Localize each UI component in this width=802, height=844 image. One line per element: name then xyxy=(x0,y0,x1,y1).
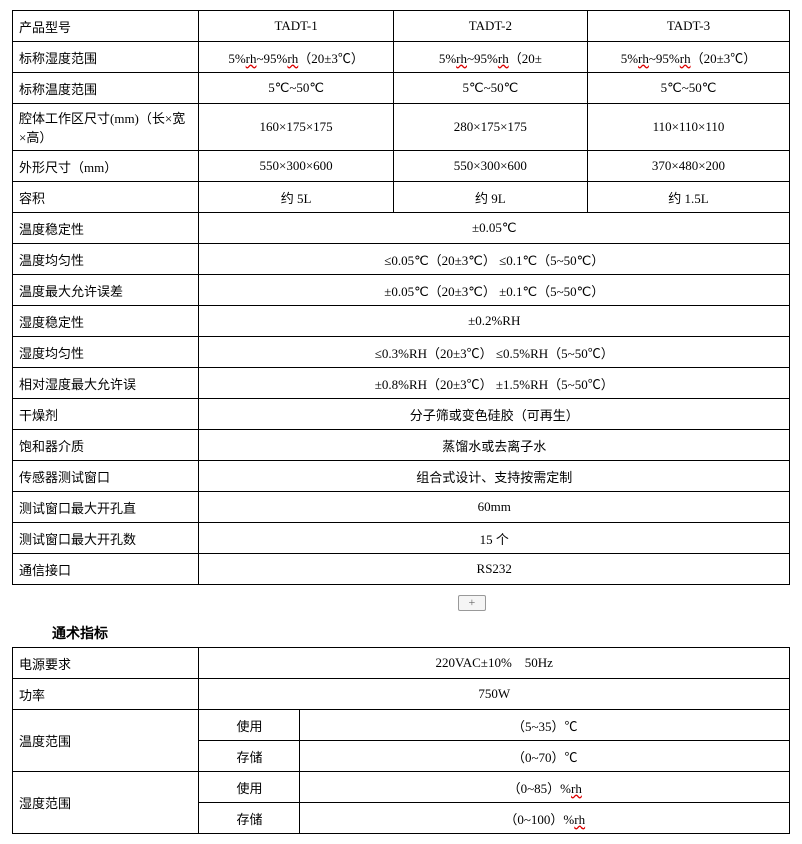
row-value: 110×110×110 xyxy=(587,104,789,151)
header-label: 产品型号 xyxy=(13,11,199,42)
row-value: 160×175×175 xyxy=(199,104,393,151)
row-label: 传感器测试窗口 xyxy=(13,461,199,492)
row-label: 通信接口 xyxy=(13,554,199,585)
sub-value: （5~35）℃ xyxy=(300,710,790,741)
row-value-merged: RS232 xyxy=(199,554,790,585)
sub-value: （0~70）℃ xyxy=(300,741,790,772)
row-value: 约 5L xyxy=(199,182,393,213)
sub-label: 存储 xyxy=(199,741,300,772)
sub-value: （0~85）%rh xyxy=(300,772,790,803)
row-value: 5℃~50℃ xyxy=(393,73,587,104)
row-label: 电源要求 xyxy=(13,648,199,679)
row-value-merged: 组合式设计、支持按需定制 xyxy=(199,461,790,492)
row-value-merged: ±0.2%RH xyxy=(199,306,790,337)
row-label: 温度均匀性 xyxy=(13,244,199,275)
row-label: 温度最大允许误差 xyxy=(13,275,199,306)
row-label: 饱和器介质 xyxy=(13,430,199,461)
row-value: 约 1.5L xyxy=(587,182,789,213)
row-label: 相对湿度最大允许误 xyxy=(13,368,199,399)
row-value: 5℃~50℃ xyxy=(199,73,393,104)
row-value: 5%rh~95%rh（20± xyxy=(393,42,587,73)
sub-value: （0~100）%rh xyxy=(300,803,790,834)
row-label: 干燥剂 xyxy=(13,399,199,430)
spec-table-1: 产品型号TADT-1TADT-2TADT-3标称湿度范围5%rh~95%rh（2… xyxy=(12,10,790,585)
add-row-button[interactable]: + xyxy=(458,595,486,611)
row-value-merged: ±0.8%RH（20±3℃） ±1.5%RH（5~50℃） xyxy=(199,368,790,399)
sub-label: 存储 xyxy=(199,803,300,834)
row-label: 标称温度范围 xyxy=(13,73,199,104)
row-value-merged: 60mm xyxy=(199,492,790,523)
row-label: 湿度均匀性 xyxy=(13,337,199,368)
row-value: 5%rh~95%rh（20±3℃） xyxy=(199,42,393,73)
row-label: 标称湿度范围 xyxy=(13,42,199,73)
row-value-merged: ±0.05℃ xyxy=(199,213,790,244)
row-value: 550×300×600 xyxy=(393,151,587,182)
row-label: 功率 xyxy=(13,679,199,710)
row-value-merged: ≤0.3%RH（20±3℃） ≤0.5%RH（5~50℃） xyxy=(199,337,790,368)
row-label: 外形尺寸（mm） xyxy=(13,151,199,182)
row-label: 温度范围 xyxy=(13,710,199,772)
section-title-general: 通术指标 xyxy=(12,617,790,647)
row-value: 5℃~50℃ xyxy=(587,73,789,104)
row-value: 370×480×200 xyxy=(587,151,789,182)
row-value: 5%rh~95%rh（20±3℃） xyxy=(587,42,789,73)
header-model: TADT-2 xyxy=(393,11,587,42)
row-value-merged: 15 个 xyxy=(199,523,790,554)
row-value-merged: ≤0.05℃（20±3℃） ≤0.1℃（5~50℃） xyxy=(199,244,790,275)
row-label: 腔体工作区尺寸(mm)（长×宽×高） xyxy=(13,104,199,151)
row-value: 约 9L xyxy=(393,182,587,213)
row-label: 测试窗口最大开孔直 xyxy=(13,492,199,523)
row-value: 550×300×600 xyxy=(199,151,393,182)
row-label: 温度稳定性 xyxy=(13,213,199,244)
row-value-merged: 220VAC±10% 50Hz xyxy=(199,648,790,679)
row-label: 湿度范围 xyxy=(13,772,199,834)
spec-table-2: 电源要求220VAC±10% 50Hz功率750W温度范围使用（5~35）℃存储… xyxy=(12,647,790,834)
row-label: 湿度稳定性 xyxy=(13,306,199,337)
row-value-merged: 750W xyxy=(199,679,790,710)
header-model: TADT-3 xyxy=(587,11,789,42)
row-value-merged: 分子筛或变色硅胶（可再生） xyxy=(199,399,790,430)
row-label: 容积 xyxy=(13,182,199,213)
header-model: TADT-1 xyxy=(199,11,393,42)
row-value-merged: ±0.05℃（20±3℃） ±0.1℃（5~50℃） xyxy=(199,275,790,306)
row-label: 测试窗口最大开孔数 xyxy=(13,523,199,554)
row-value-merged: 蒸馏水或去离子水 xyxy=(199,430,790,461)
row-value: 280×175×175 xyxy=(393,104,587,151)
sub-label: 使用 xyxy=(199,710,300,741)
sub-label: 使用 xyxy=(199,772,300,803)
